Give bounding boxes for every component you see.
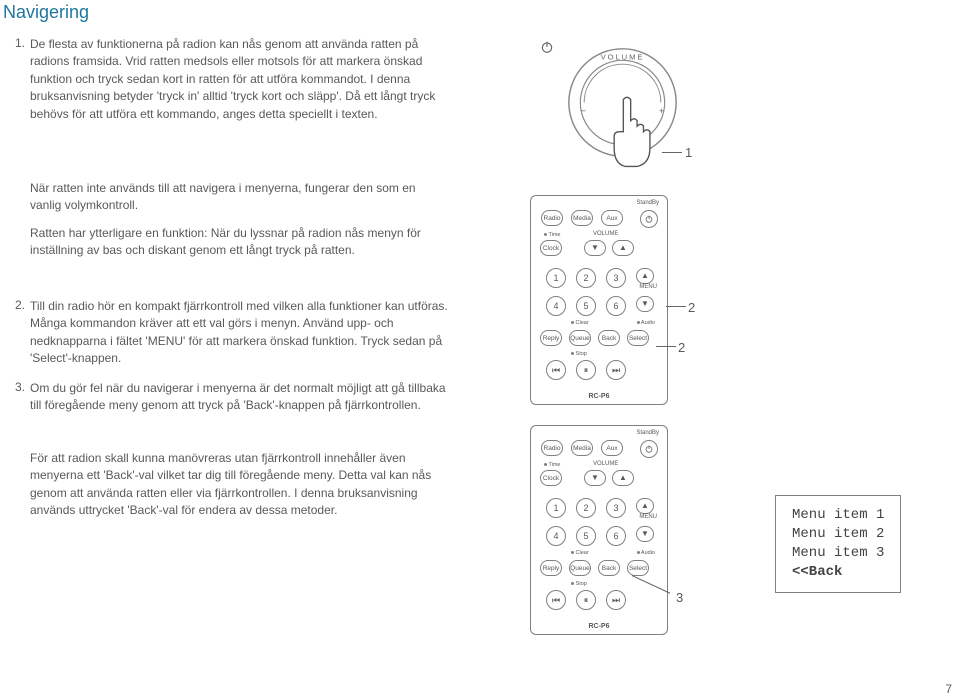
vol-up-button: ▲ [612, 470, 634, 486]
vol-down-button: ▼ [584, 470, 606, 486]
menu-example-box: Menu item 1 Menu item 2 Menu item 3 <<Ba… [775, 495, 901, 593]
menu-down-button: ▼ [636, 526, 654, 542]
remote-figure-1: StandBy Radio Media Aux Time VOLUME Cloc… [530, 195, 668, 405]
leader-line [666, 306, 686, 307]
paragraph-5: Om du gör fel när du navigerar i menyern… [30, 380, 450, 415]
pause-button: ⏸ [576, 360, 596, 380]
menu-item-back: <<Back [792, 563, 884, 582]
volume-label: VOLUME [601, 52, 645, 61]
menu-item: Menu item 3 [792, 544, 884, 563]
callout-1: 1 [685, 145, 692, 160]
paragraph-4: Till din radio hör en kompakt fjärrkontr… [30, 298, 450, 368]
vol-up-button: ▲ [612, 240, 634, 256]
preset-1: 1 [546, 268, 566, 288]
aux-button: Aux [601, 440, 623, 456]
menu-item: Menu item 2 [792, 525, 884, 544]
back-button: Back [598, 560, 620, 576]
preset-3: 3 [606, 498, 626, 518]
radio-button: Radio [541, 210, 563, 226]
preset-6: 6 [606, 296, 626, 316]
paragraph-2: När ratten inte används till att naviger… [30, 180, 450, 215]
preset-4: 4 [546, 526, 566, 546]
page-number: 7 [945, 682, 952, 696]
clock-button: Clock [540, 240, 562, 256]
power-button [640, 210, 658, 228]
callout-2a: 2 [688, 300, 695, 315]
audio-label: Audio [637, 320, 655, 326]
time-label: Time [544, 232, 560, 238]
prev-button: ⏮ [546, 590, 566, 610]
stop-label: Stop [571, 351, 587, 357]
menu-label: MENU [639, 514, 657, 520]
clock-button: Clock [540, 470, 562, 486]
reply-button: Reply [540, 330, 562, 346]
callout-3: 3 [676, 590, 683, 605]
list-number-2: 2. [15, 298, 25, 312]
back-button: Back [598, 330, 620, 346]
svg-text:−: − [580, 106, 586, 117]
select-button: Select [627, 560, 649, 576]
prev-button: ⏮ [546, 360, 566, 380]
callout-2b: 2 [678, 340, 685, 355]
audio-label: Audio [637, 550, 655, 556]
preset-3: 3 [606, 268, 626, 288]
paragraph-6: För att radion skall kunna manövreras ut… [30, 450, 450, 520]
paragraph-1: De flesta av funktionerna på radion kan … [30, 36, 450, 123]
aux-button: Aux [601, 210, 623, 226]
standby-label: StandBy [636, 200, 659, 206]
select-button: Select [627, 330, 649, 346]
power-icon [540, 40, 554, 54]
radio-button: Radio [541, 440, 563, 456]
menu-down-button: ▼ [636, 296, 654, 312]
hand-icon [605, 95, 660, 168]
paragraph-3: Ratten har ytterligare en funktion: När … [30, 225, 450, 260]
reply-button: Reply [540, 560, 562, 576]
queue-button: Queue [569, 330, 591, 346]
model-label: RC-P6 [531, 623, 667, 630]
clear-label: Clear [571, 320, 589, 326]
volume-dial-figure: VOLUME − + [540, 40, 680, 170]
menu-up-button: ▲ [636, 268, 654, 284]
preset-5: 5 [576, 526, 596, 546]
menu-up-button: ▲ [636, 498, 654, 514]
preset-2: 2 [576, 498, 596, 518]
preset-2: 2 [576, 268, 596, 288]
next-button: ⏭ [606, 360, 626, 380]
volume-label: VOLUME [593, 461, 618, 467]
preset-5: 5 [576, 296, 596, 316]
menu-item: Menu item 1 [792, 506, 884, 525]
queue-button: Queue [569, 560, 591, 576]
list-number-3: 3. [15, 380, 25, 394]
model-label: RC-P6 [531, 393, 667, 400]
power-button [640, 440, 658, 458]
vol-down-button: ▼ [584, 240, 606, 256]
time-label: Time [544, 462, 560, 468]
preset-6: 6 [606, 526, 626, 546]
media-button: Media [571, 210, 593, 226]
preset-1: 1 [546, 498, 566, 518]
menu-label: MENU [639, 284, 657, 290]
next-button: ⏭ [606, 590, 626, 610]
remote-figure-2: StandBy Radio Media Aux Time VOLUME Cloc… [530, 425, 668, 635]
pause-button: ⏸ [576, 590, 596, 610]
preset-4: 4 [546, 296, 566, 316]
leader-line [656, 346, 676, 347]
leader-line [662, 152, 682, 153]
volume-label: VOLUME [593, 231, 618, 237]
clear-label: Clear [571, 550, 589, 556]
list-number-1: 1. [15, 36, 25, 50]
page-title: Navigering [3, 2, 89, 23]
media-button: Media [571, 440, 593, 456]
stop-label: Stop [571, 581, 587, 587]
standby-label: StandBy [636, 430, 659, 436]
